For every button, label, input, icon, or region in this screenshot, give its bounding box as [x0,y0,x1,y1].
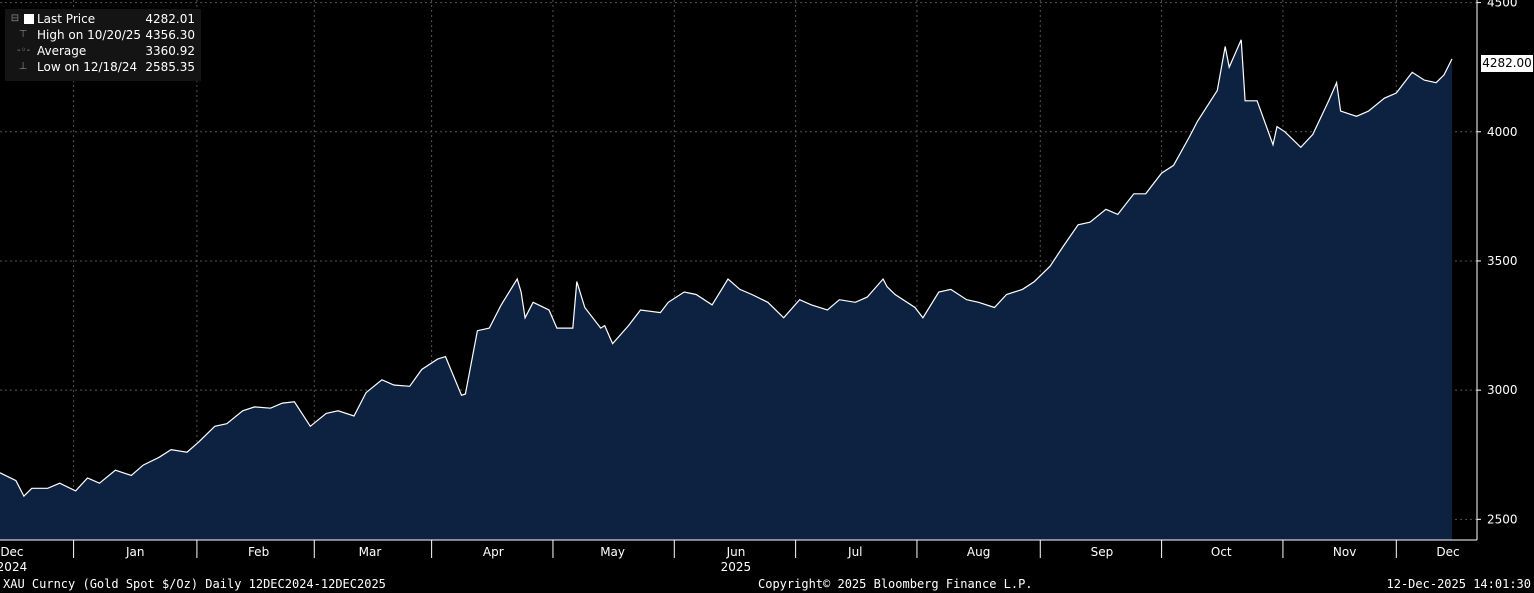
legend-low-value: 2585.35 [145,60,195,74]
x-tick-label: Nov [1333,545,1356,559]
average-marker-icon: -◦- [17,45,31,56]
x-tick-label: Jun [726,545,746,559]
last-price-badge: 4282.00 [1481,55,1533,72]
legend-low-label: Low on 12/18/24 [37,60,138,74]
collapse-icon[interactable]: ⊟ [10,13,20,24]
footer-copyright: Copyright© 2025 Bloomberg Finance L.P. [758,577,1033,591]
high-marker-icon: ⊤ [18,29,28,40]
y-tick-label: 4500 [1487,0,1518,10]
legend-last-price: ⊟ Last Price 4282.01 [5,11,201,27]
y-tick-label: 3000 [1487,383,1518,397]
y-tick-labels: 2500 3000 3500 4000 4500 [1477,0,1518,526]
x-tick-label: Apr [483,545,504,559]
last-price-swatch-icon [24,14,34,24]
price-line [0,39,1453,498]
footer-timestamp: 12-Dec-2025 14:01:30 [1386,577,1532,591]
axes [0,0,1478,541]
legend-average: -◦- Average 3360.92 [5,43,201,59]
footer-ticker: XAU Curncy (Gold Spot $/Oz) Daily 12DEC2… [3,577,386,591]
legend-average-value: 3360.92 [145,44,195,58]
legend: ⊟ Last Price 4282.01 ⊤ High on 10/20/25 … [5,9,201,81]
y-tick-label: 3500 [1487,254,1518,268]
x-tick-label: Sep [1091,545,1114,559]
price-area [0,39,1452,541]
legend-high: ⊤ High on 10/20/25 4356.30 [5,27,201,43]
low-marker-icon: ⊥ [18,61,28,72]
y-tick-label: 4000 [1487,125,1518,139]
x-tick-label: Jan [125,545,145,559]
x-tick-label: Dec [0,545,23,559]
legend-low: ⊥ Low on 12/18/24 2585.35 [5,59,201,75]
x-tick-label: May [600,545,625,559]
x-tick-label: Dec [1436,545,1459,559]
x-tick-label: Oct [1211,545,1232,559]
x-tick-label: Aug [967,545,990,559]
legend-high-value: 4356.30 [145,28,195,42]
y-tick-label: 2500 [1487,512,1518,526]
x-year-label: 2024 [0,560,27,574]
x-year-label: 2025 [721,560,752,574]
x-tick-label: Feb [248,545,269,559]
legend-high-label: High on 10/20/25 [37,28,142,42]
legend-average-label: Average [37,44,87,58]
x-tick-label: Mar [359,545,382,559]
legend-last-price-label: Last Price [37,12,96,26]
legend-last-price-value: 4282.01 [145,12,195,26]
x-tick-label: Jul [847,545,862,559]
